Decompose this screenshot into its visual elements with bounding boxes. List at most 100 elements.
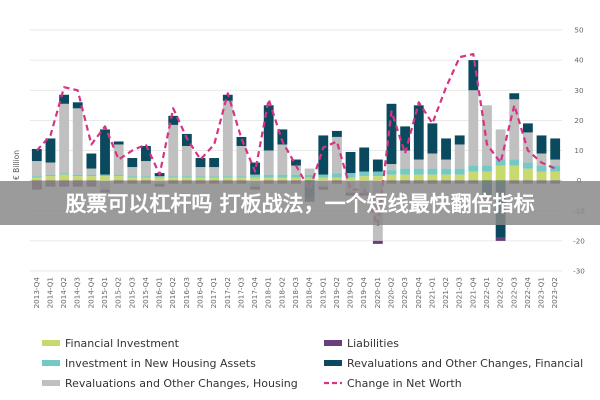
bar-segment	[250, 174, 260, 178]
bar-segment	[400, 126, 411, 151]
bar-segment	[318, 174, 329, 178]
bar-segment	[441, 168, 451, 175]
x-tick-label: 2016-Q1	[155, 277, 164, 308]
bar-segment	[454, 144, 465, 169]
x-tick-label: 2020-Q3	[400, 277, 409, 308]
bar-segment	[427, 174, 438, 181]
bar-segment	[468, 171, 479, 181]
bar-segment	[359, 176, 370, 181]
bar-segment	[482, 165, 492, 172]
bar-segment	[154, 177, 165, 181]
bar-segment	[400, 168, 411, 175]
bar-segment	[509, 165, 520, 181]
bar-segment	[72, 176, 83, 181]
bar-segment	[113, 144, 124, 175]
bar-segment	[550, 159, 561, 166]
bar-segment	[31, 161, 42, 177]
bar-segment	[332, 173, 342, 178]
legend: Financial Investment Liabilities Investmen…	[42, 337, 583, 390]
bar-segment	[332, 136, 342, 174]
bar-segment	[454, 135, 465, 145]
bar-segment	[550, 171, 561, 181]
bar-segment	[100, 176, 110, 181]
bar-segment	[59, 103, 70, 174]
bar-segment	[236, 177, 247, 181]
bar-segment	[209, 177, 220, 181]
x-tick-label: 2019-Q2	[332, 277, 341, 308]
x-tick-label: 2021-Q2	[441, 277, 450, 308]
bar-segment	[127, 176, 138, 178]
bar-segment	[291, 174, 301, 178]
bar-segment	[495, 237, 506, 241]
legend-label: Revaluations and Other Changes, Financia…	[347, 357, 583, 370]
bar-segment	[372, 176, 383, 181]
x-tick-label: 2023-Q2	[550, 277, 559, 308]
bar-segment	[86, 176, 97, 181]
bar-segment	[454, 168, 465, 175]
bar-segment	[59, 94, 70, 104]
y-tick-label: 10	[574, 146, 584, 155]
bar-segment	[222, 177, 233, 181]
x-tick-label: 2013-Q4	[32, 277, 41, 309]
bar-segment	[141, 161, 151, 177]
bar-segment	[522, 162, 533, 169]
bar-segment	[482, 105, 492, 166]
bar-segment	[536, 135, 547, 154]
bar-segment	[277, 129, 288, 145]
bar-segment	[372, 171, 383, 177]
legend-label: Revaluations and Other Changes, Housing	[65, 377, 298, 390]
bar-segment	[45, 138, 56, 163]
bar-segment	[495, 129, 506, 160]
bar-segment	[386, 164, 397, 171]
legend-swatch	[324, 340, 342, 346]
y-tick-label: -20	[573, 236, 585, 245]
bar-segment	[372, 240, 383, 244]
bar-segment	[318, 177, 329, 181]
x-tick-label: 2023-Q1	[537, 277, 546, 308]
overlay-text: 股票可以杠杆吗 打板战法，一个短线最快翻倍指标	[65, 192, 534, 216]
overlay-banner: 股票可以杠杆吗 打板战法，一个短线最快翻倍指标	[0, 181, 600, 225]
legend-swatch	[42, 340, 60, 346]
bar-segment	[482, 171, 492, 181]
x-tick-label: 2018-Q3	[291, 277, 300, 308]
bar-segment	[550, 138, 561, 160]
x-tick-label: 2016-Q2	[168, 277, 177, 308]
bar-segment	[86, 174, 97, 177]
bar-segment	[345, 152, 356, 174]
bar-segment	[332, 177, 342, 181]
bar-segment	[400, 174, 411, 181]
x-tick-label: 2022-Q2	[496, 277, 505, 308]
y-axis-ticks: -30-20-1001020304050	[573, 26, 585, 276]
bar-segment	[168, 177, 179, 181]
legend-swatch	[42, 360, 60, 366]
y-tick-label: 20	[574, 116, 584, 125]
x-tick-label: 2022-Q4	[523, 277, 532, 309]
bar-segment	[236, 176, 247, 178]
bar-segment	[209, 158, 220, 168]
bar-segment	[441, 159, 451, 169]
x-tick-label: 2017-Q3	[236, 277, 245, 308]
bar-segment	[372, 159, 383, 172]
bar-segment	[413, 105, 424, 160]
x-tick-label: 2015-Q1	[100, 277, 109, 308]
bar-segment	[345, 173, 356, 178]
bar-segment	[195, 158, 206, 168]
bar-segment	[400, 150, 411, 169]
bar-segment	[332, 130, 342, 137]
bar-segment	[72, 108, 83, 175]
x-tick-label: 2019-Q1	[318, 277, 327, 308]
bar-segment	[168, 124, 179, 177]
bar-segment	[250, 162, 260, 175]
x-tick-label: 2021-Q4	[468, 277, 477, 309]
bar-segment	[509, 99, 520, 160]
bar-segment	[181, 176, 192, 178]
bar-segment	[304, 177, 315, 181]
x-tick-label: 2017-Q4	[250, 277, 259, 309]
legend-label: Liabilities	[347, 337, 399, 350]
bar-segment	[304, 168, 315, 175]
bar-segment	[168, 176, 179, 178]
bar-segment	[168, 115, 179, 125]
bar-segment	[222, 94, 233, 101]
